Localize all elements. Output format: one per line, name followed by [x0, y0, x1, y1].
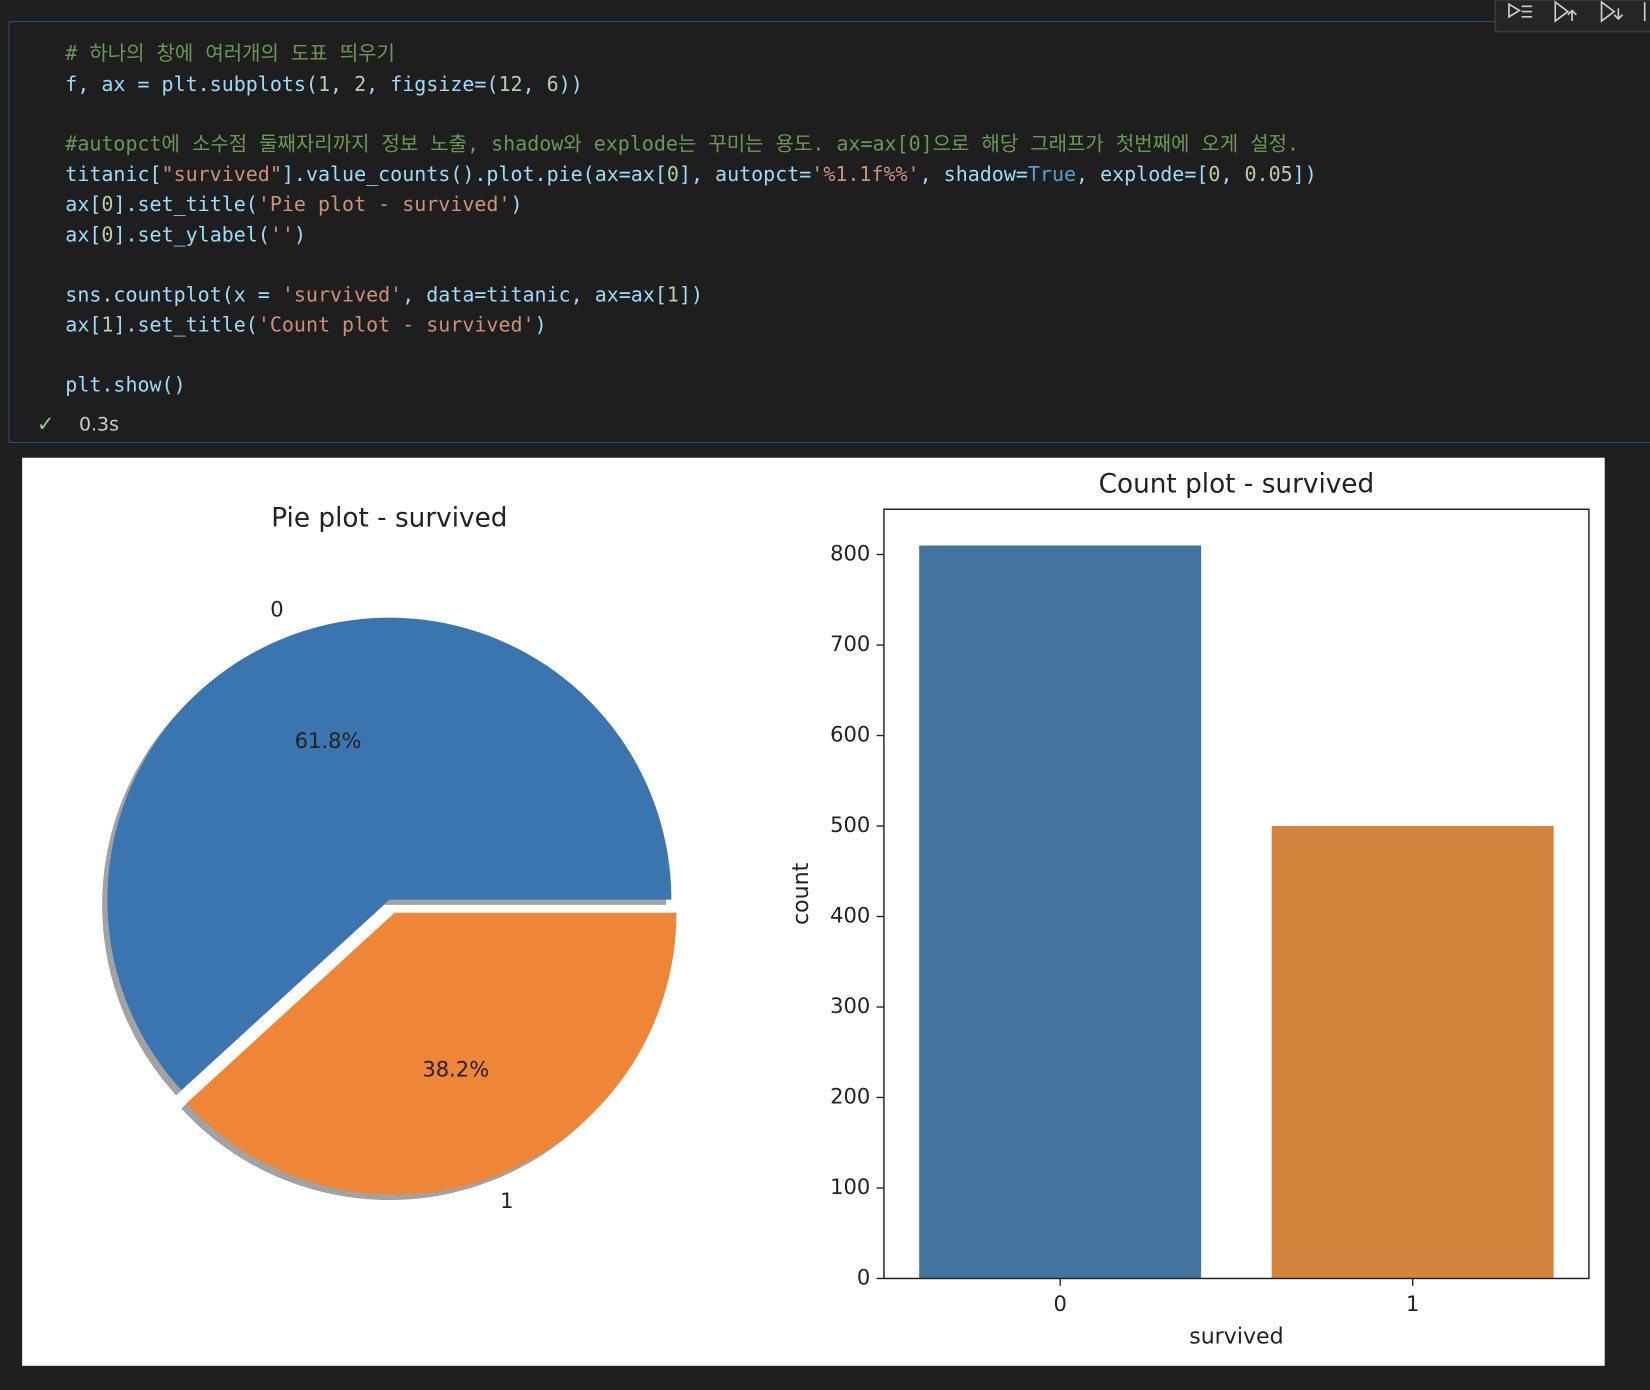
y-tick-label: 800 [830, 541, 870, 566]
run-by-line-icon[interactable] [1508, 2, 1533, 19]
y-tick-label: 600 [830, 722, 870, 747]
y-tick-label: 400 [830, 902, 870, 927]
code-line: f, ax = plt.subplots(1, 2, figsize=(12, … [65, 71, 582, 95]
pct-label: 61.8% [295, 728, 362, 753]
code-line: sns.countplot(x = 'survived', data=titan… [65, 282, 703, 306]
code-line: ax[0].set_title('Pie plot - survived') [65, 192, 522, 216]
axes-frame [883, 508, 1590, 1280]
x-axis-label: survived [1189, 1323, 1283, 1349]
y-axis-label: count [788, 862, 814, 925]
status-check: ✓ [37, 411, 55, 436]
run-below-icon[interactable] [1600, 0, 1624, 23]
x-tick-label: 1 [1406, 1291, 1419, 1316]
wedge-label: 0 [270, 597, 283, 622]
wedge-label: 1 [500, 1188, 513, 1213]
exec-time: 0.3s [79, 414, 119, 436]
y-tick-label: 200 [830, 1083, 870, 1108]
cell-toolbar [1494, 0, 1650, 33]
pie-wedge [186, 912, 677, 1195]
y-tick-label: 0 [857, 1264, 870, 1289]
code-line: ax[0].set_ylabel('') [65, 222, 306, 246]
code-line: #autopct에 소수점 둘째자리까지 정보 노출, shadow와 expl… [65, 131, 1299, 155]
bar [1271, 826, 1554, 1279]
y-tick-label: 300 [830, 993, 870, 1018]
y-tick-label: 700 [830, 631, 870, 656]
y-tick-label: 500 [830, 812, 870, 837]
y-tick-label: 100 [830, 1174, 870, 1199]
bar [919, 545, 1202, 1279]
chart-title: Count plot - survived [1099, 470, 1375, 500]
code-line: # 하나의 창에 여러개의 도표 띄우기 [65, 41, 395, 65]
x-tick-label: 0 [1053, 1291, 1066, 1316]
pie-wedge [107, 617, 672, 1091]
pct-label: 38.2% [422, 1057, 489, 1082]
run-above-icon[interactable] [1554, 0, 1577, 23]
code-line: titanic["survived"].value_counts().plot.… [65, 162, 1316, 186]
code-cell[interactable] [8, 21, 1650, 443]
chart-title: Pie plot - survived [271, 503, 507, 533]
code-line: plt.show() [65, 372, 185, 396]
code-line: ax[1].set_title('Count plot - survived') [65, 312, 546, 336]
